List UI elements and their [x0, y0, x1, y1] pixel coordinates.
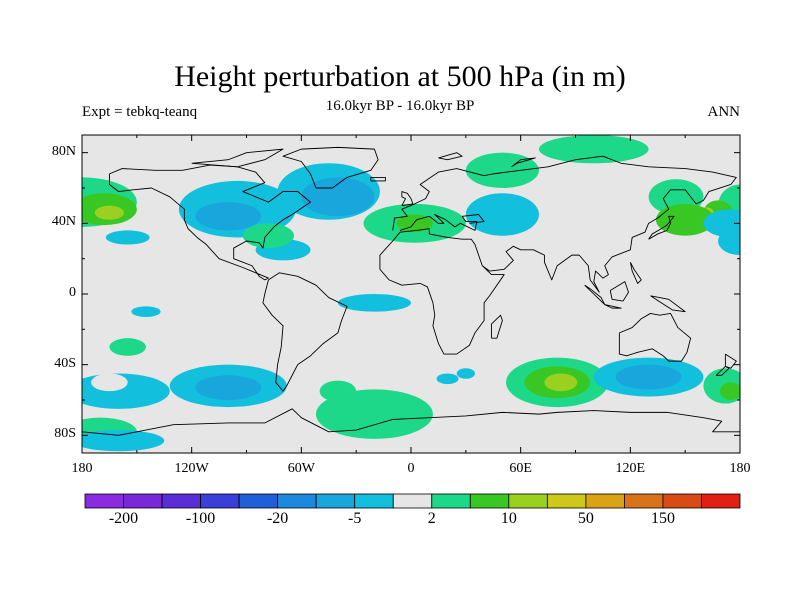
- anomaly-contour: [615, 364, 682, 390]
- plot-title: Height perturbation at 500 hPa (in m): [174, 60, 626, 93]
- anomaly-contour: [105, 230, 150, 245]
- coastline: [191, 148, 284, 168]
- colorbar-label: 50: [577, 510, 594, 527]
- lat-label: 80S: [54, 426, 76, 442]
- colorbar-label: 10: [500, 510, 517, 527]
- anomaly-contour: [319, 380, 357, 402]
- coastline: [511, 157, 536, 168]
- coastline: [604, 304, 622, 309]
- coastline: [490, 314, 503, 339]
- lat-label: 40N: [51, 214, 76, 230]
- anomaly-contour: [131, 306, 161, 317]
- colorbar-label: -5: [348, 510, 362, 527]
- coastline: [82, 408, 740, 436]
- anomaly-contour: [337, 294, 412, 312]
- coastline: [438, 152, 463, 161]
- lon-label: 120W: [174, 461, 209, 476]
- coastline: [650, 295, 686, 313]
- anomaly-contour: [655, 203, 715, 236]
- colorbar-swatch: [624, 493, 664, 509]
- colorbar-label: 150: [650, 510, 675, 527]
- lon-label: 0: [407, 461, 415, 476]
- lon-label: 120E: [615, 461, 646, 476]
- anomaly-contour: [242, 223, 295, 249]
- colorbar-swatch: [238, 493, 279, 509]
- anomaly-contour: [544, 373, 578, 392]
- lat-label: 40S: [54, 355, 76, 371]
- lat-label: 80N: [51, 143, 76, 159]
- coastline: [629, 261, 642, 284]
- colorbar-swatch: [161, 493, 201, 509]
- coastline: [262, 272, 348, 392]
- anomaly-contour: [465, 152, 539, 188]
- colorbar-swatch: [277, 493, 317, 509]
- anomaly-contour: [301, 177, 375, 217]
- lon-label: 60W: [287, 461, 315, 476]
- coastline: [282, 146, 379, 189]
- coastline: [648, 215, 675, 240]
- plot-subtitle: 16.0kyr BP - 16.0kyr BP: [325, 98, 475, 114]
- season-label: ANN: [707, 104, 741, 120]
- colorbar-label: -200: [108, 510, 139, 527]
- map-plot-area: [82, 135, 740, 453]
- anomaly-contour: [195, 375, 262, 400]
- colorbar-label: -20: [266, 510, 289, 527]
- coastline: [609, 281, 629, 302]
- coastline: [715, 366, 730, 376]
- anomaly-contour: [465, 193, 539, 236]
- coastline: [379, 155, 737, 355]
- colorbar-swatch: [392, 493, 433, 509]
- experiment-label: Expt = tebkq-teanq: [82, 104, 198, 120]
- lon-label: 180: [729, 461, 751, 476]
- anomaly-contour: [719, 382, 740, 400]
- colorbar-swatch: [84, 493, 124, 509]
- colorbar-swatch: [315, 493, 356, 509]
- coastline: [108, 164, 311, 281]
- coastline: [584, 284, 606, 306]
- colorbar-swatch: [469, 493, 510, 509]
- colorbar-swatch: [508, 493, 548, 509]
- anomaly-contour: [82, 430, 165, 452]
- lon-label: 60E: [509, 461, 532, 476]
- colorbar-label: 2: [427, 510, 436, 527]
- colorbar-swatch: [585, 493, 625, 509]
- coastline: [370, 176, 386, 182]
- coastline: [401, 191, 414, 207]
- coastline: [399, 214, 485, 231]
- colorbar-swatch: [546, 493, 587, 509]
- colorbar-swatch: [701, 493, 741, 509]
- colorbar: [84, 493, 741, 509]
- colorbar-swatch: [354, 493, 394, 509]
- lat-label: 0: [69, 285, 76, 300]
- anomaly-contour: [456, 368, 475, 379]
- colorbar-swatch: [123, 493, 163, 509]
- anomaly-contour: [396, 214, 433, 233]
- lon-label: 180: [71, 461, 93, 476]
- colorbar-label: -100: [185, 510, 216, 527]
- axis-ticks: [81, 135, 741, 453]
- map-frame: [81, 134, 741, 454]
- colorbar-swatch: [431, 493, 471, 509]
- anomaly-contour: [195, 202, 262, 231]
- anomaly-contour: [109, 338, 146, 356]
- anomaly-contour: [436, 373, 459, 385]
- coastline: [724, 353, 737, 369]
- anomaly-contour: [91, 373, 128, 392]
- anomaly-contour: [94, 205, 125, 220]
- anomaly-contour: [538, 135, 649, 164]
- colorbar-swatch: [200, 493, 240, 509]
- anomaly-contour: [315, 389, 433, 439]
- colorbar-swatch: [662, 493, 702, 509]
- coastline: [618, 312, 692, 362]
- anomaly-contour: [718, 226, 740, 256]
